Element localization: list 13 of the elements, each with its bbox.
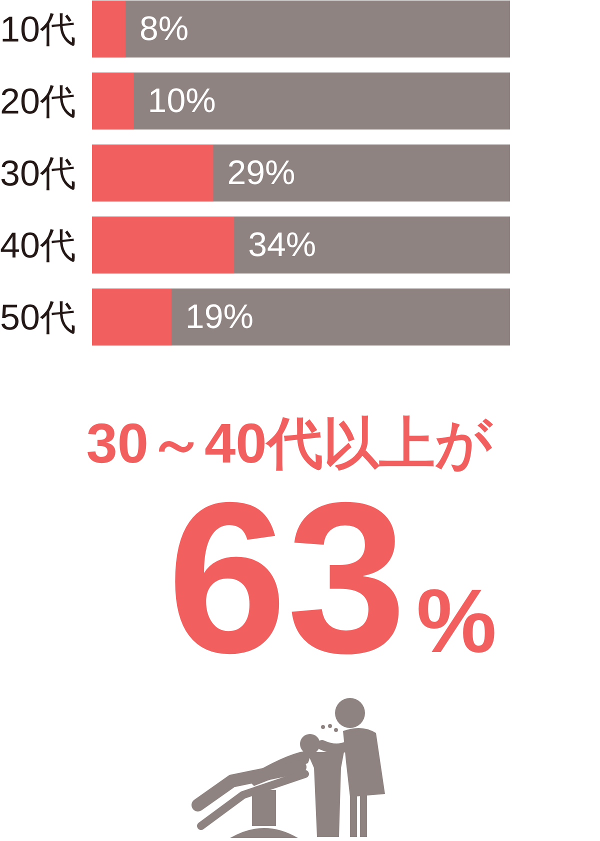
y-tick-label: 10代 <box>0 8 76 50</box>
y-tick-label: 20代 <box>0 80 76 122</box>
bar <box>92 0 126 58</box>
y-tick-label: 30代 <box>0 152 76 194</box>
data-label: 10% <box>148 82 216 120</box>
data-label: 8% <box>139 10 189 48</box>
data-label: 29% <box>227 154 296 192</box>
bar <box>92 288 172 346</box>
bar <box>92 72 134 130</box>
y-tick-label: 50代 <box>0 296 76 338</box>
data-label: 34% <box>248 226 316 264</box>
data-label: 19% <box>185 298 254 336</box>
y-tick-label: 40代 <box>0 224 76 266</box>
